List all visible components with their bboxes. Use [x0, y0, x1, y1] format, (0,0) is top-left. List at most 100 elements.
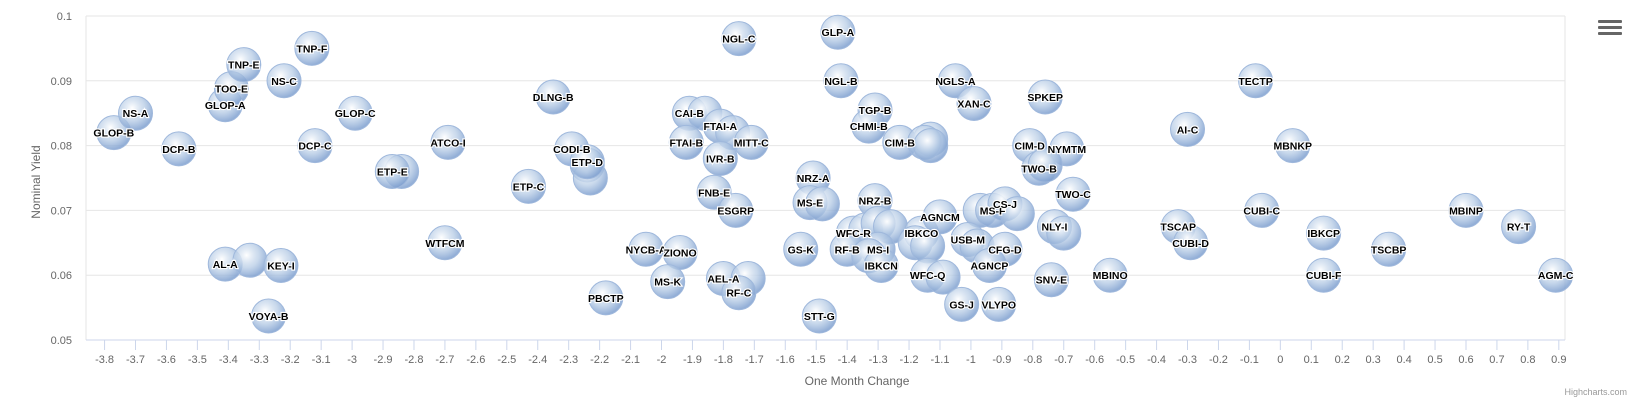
data-point[interactable] [1170, 111, 1206, 147]
data-point[interactable] [337, 95, 373, 131]
data-label: USB-M [951, 235, 986, 247]
x-tick-label: -0.3 [1178, 354, 1197, 366]
data-label: CS-J [993, 199, 1017, 211]
data-point[interactable] [1306, 257, 1342, 293]
x-tick-label: -0.4 [1147, 354, 1166, 366]
data-point[interactable] [733, 124, 769, 160]
data-point[interactable] [999, 196, 1035, 232]
data-label: TWO-C [1055, 189, 1091, 201]
data-label: WFC-Q [910, 270, 946, 282]
data-point[interactable] [510, 168, 546, 204]
data-label: WFC-R [836, 228, 871, 240]
data-point[interactable] [971, 247, 1007, 283]
data-label: CHMI-B [850, 121, 888, 133]
data-point[interactable] [1306, 215, 1342, 251]
data-point[interactable] [226, 47, 262, 83]
data-label: SNV-E [1036, 275, 1068, 287]
x-tick-label: -3.7 [126, 354, 145, 366]
data-point[interactable] [944, 286, 980, 322]
data-label: AEL-A [707, 273, 739, 285]
data-point[interactable] [823, 63, 859, 99]
data-point[interactable] [588, 280, 624, 316]
data-label: NRZ-A [797, 173, 830, 185]
x-tick-label: -0.2 [1209, 354, 1228, 366]
data-point[interactable] [1238, 63, 1274, 99]
data-point[interactable] [925, 259, 961, 295]
data-point[interactable] [1046, 215, 1082, 251]
data-label: MBNKP [1273, 141, 1312, 153]
data-point[interactable] [922, 199, 958, 235]
data-point[interactable] [1055, 176, 1091, 212]
data-point[interactable] [1538, 257, 1574, 293]
data-label: NS-C [271, 76, 297, 88]
data-label: GS-K [788, 244, 815, 256]
x-tick-label: 0.9 [1551, 354, 1566, 366]
data-label: FTAI-B [669, 137, 703, 149]
x-axis: -3.8 -3.7 -3.6 -3.5 -3.4 -3.3 -3.2 -3.1 -3 -2.9 -2… [86, 339, 1566, 366]
data-point[interactable] [804, 186, 840, 222]
data-point[interactable] [668, 124, 704, 160]
data-point[interactable] [1033, 262, 1069, 298]
x-tick-label: -2.6 [466, 354, 485, 366]
data-point[interactable] [721, 275, 757, 311]
data-point[interactable] [1501, 209, 1537, 245]
data-label: TECTP [1238, 76, 1272, 88]
x-tick-label: 0.1 [1304, 354, 1319, 366]
data-label: NLY-I [1042, 222, 1068, 234]
data-label: CODI-B [553, 144, 591, 156]
data-point[interactable] [430, 124, 466, 160]
x-tick-label: -1 [966, 354, 976, 366]
data-label: NGL-B [824, 76, 858, 88]
x-tick-label: 0.6 [1458, 354, 1473, 366]
data-label: DCP-C [298, 141, 332, 153]
data-point[interactable] [702, 141, 738, 177]
data-point[interactable] [1027, 147, 1063, 183]
chart-menu-button[interactable] [1598, 18, 1622, 38]
data-point[interactable] [1371, 231, 1407, 267]
data-point[interactable] [535, 79, 571, 115]
data-point[interactable] [851, 108, 887, 144]
data-point[interactable] [297, 128, 333, 164]
x-tick-label: -0.1 [1240, 354, 1259, 366]
data-point[interactable] [981, 286, 1017, 322]
data-label: XAN-C [957, 98, 991, 110]
x-tick-label: -0.6 [1085, 354, 1104, 366]
data-point[interactable] [783, 231, 819, 267]
data-point[interactable] [820, 14, 856, 50]
data-label: RY-T [1507, 222, 1531, 234]
data-point[interactable] [1027, 79, 1063, 115]
data-point[interactable] [1244, 192, 1280, 228]
data-point[interactable] [913, 128, 949, 164]
y-axis-title: Nominal Yield [29, 145, 43, 218]
data-point[interactable] [721, 21, 757, 57]
data-label: DCP-B [162, 144, 196, 156]
data-label: SPKEP [1027, 92, 1063, 104]
data-point[interactable] [251, 298, 287, 334]
data-point[interactable] [118, 95, 154, 131]
data-point[interactable] [1275, 128, 1311, 164]
data-point[interactable] [956, 85, 992, 121]
data-point[interactable] [374, 154, 410, 190]
data-point[interactable] [801, 298, 837, 334]
x-tick-label: -0.7 [1054, 354, 1073, 366]
data-point[interactable] [1448, 192, 1484, 228]
data-point[interactable] [266, 63, 302, 99]
data-point[interactable] [569, 144, 605, 180]
data-label: CIM-D [1015, 141, 1046, 153]
data-point[interactable] [161, 131, 197, 167]
data-label: STT-G [804, 311, 835, 323]
credits-link[interactable]: Highcharts.com [1564, 387, 1627, 397]
data-point[interactable] [863, 247, 899, 283]
data-point[interactable] [1092, 257, 1128, 293]
data-point[interactable] [232, 242, 268, 278]
data-point[interactable] [294, 30, 330, 66]
data-point[interactable] [427, 225, 463, 261]
data-label: NGLS-A [935, 76, 976, 88]
data-point[interactable] [718, 192, 754, 228]
data-point[interactable] [1173, 225, 1209, 261]
data-label: IBKCO [904, 228, 938, 240]
data-point[interactable] [650, 264, 686, 300]
data-points: GLOP-B NS-A DCP-B GLOP-A TOO-E TNP-E NS-C TNP-F… [92, 14, 1575, 334]
data-point[interactable] [263, 247, 299, 283]
